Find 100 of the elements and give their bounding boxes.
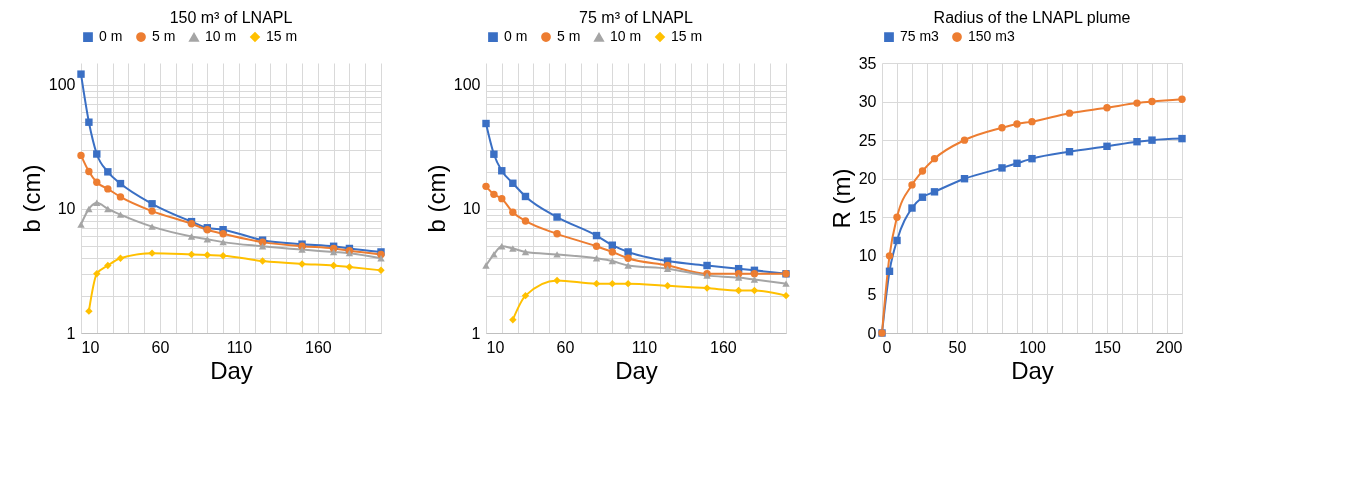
point — [509, 315, 517, 324]
point — [377, 266, 385, 275]
y-tick-label: 0 — [867, 324, 877, 342]
point — [85, 167, 93, 176]
y-tick-label: 10 — [462, 200, 481, 218]
chart-title: Radius of the LNAPL plume — [933, 9, 1131, 26]
point — [1178, 95, 1186, 103]
point — [203, 251, 212, 259]
legend-label: 15 m — [671, 28, 703, 45]
x-tick-label: 60 — [556, 338, 575, 356]
y-axis-title: b (cm) — [17, 164, 45, 233]
point — [1028, 154, 1036, 163]
point — [377, 255, 385, 262]
legend-label: 5 m — [152, 28, 176, 45]
point — [1148, 97, 1156, 106]
point — [930, 188, 939, 196]
point — [1065, 109, 1074, 117]
legend-label: 10 m — [205, 28, 237, 45]
point — [734, 286, 743, 295]
point — [148, 200, 156, 208]
point — [93, 178, 101, 186]
point — [893, 236, 901, 245]
x-tick-label: 160 — [304, 338, 332, 356]
point — [960, 136, 969, 144]
y-tick-label: 20 — [858, 170, 877, 188]
legend-label: 0 m — [99, 28, 123, 45]
y-tick-label: 15 — [858, 208, 877, 226]
point — [521, 248, 530, 256]
point — [592, 255, 601, 262]
point — [703, 261, 711, 270]
y-tick-label: 35 — [858, 54, 877, 72]
point — [1103, 142, 1111, 151]
legend-label: 5 m — [557, 28, 581, 45]
point — [77, 70, 85, 78]
point — [782, 280, 790, 287]
point — [482, 182, 490, 191]
point — [509, 245, 517, 252]
point — [1013, 159, 1021, 167]
legend-label: 10 m — [610, 28, 642, 45]
point — [908, 181, 916, 189]
y-tick-label: 25 — [858, 131, 877, 149]
x-tick-label: 10 — [486, 338, 505, 356]
y-tick-label: 30 — [858, 93, 877, 111]
point — [1148, 136, 1156, 144]
point — [329, 248, 338, 256]
point — [1013, 120, 1021, 128]
point — [77, 151, 85, 160]
point — [663, 265, 672, 272]
point — [624, 254, 632, 262]
x-tick-label: 100 — [1019, 338, 1046, 356]
point — [782, 291, 790, 300]
point — [104, 185, 112, 193]
x-axis-title: Day — [615, 356, 658, 384]
y-tick-label: 1 — [66, 324, 76, 342]
point — [85, 205, 93, 213]
x-tick-label: 150 — [1094, 338, 1121, 356]
point — [104, 205, 112, 213]
point — [345, 263, 354, 271]
point — [592, 279, 601, 288]
point — [1178, 134, 1186, 143]
point — [624, 262, 632, 269]
point — [498, 194, 506, 203]
point — [893, 213, 901, 221]
point — [509, 179, 517, 187]
point — [521, 291, 530, 300]
point — [77, 221, 85, 228]
point — [298, 246, 306, 253]
point — [482, 119, 490, 128]
point — [104, 168, 112, 176]
x-tick-label: 200 — [1155, 338, 1183, 356]
legend-label: 15 m — [266, 28, 298, 45]
x-tick-label: 50 — [948, 338, 967, 356]
point — [553, 251, 561, 258]
point — [187, 233, 196, 240]
legend-label: 75 m3 — [900, 28, 940, 45]
point — [608, 257, 617, 265]
point — [1028, 117, 1036, 126]
point — [908, 204, 916, 212]
point — [553, 213, 561, 221]
legend-label: 0 m — [504, 28, 528, 45]
point — [608, 248, 617, 256]
point — [608, 279, 617, 288]
point — [116, 193, 125, 201]
legend-label: 150 m3 — [968, 28, 1015, 45]
x-tick-label: 0 — [882, 338, 892, 356]
point — [1103, 104, 1111, 112]
point — [553, 230, 561, 238]
point — [750, 270, 759, 278]
x-tick-label: 110 — [226, 338, 253, 356]
point — [509, 208, 517, 216]
point — [490, 251, 498, 258]
point — [148, 223, 156, 230]
x-tick-label: 10 — [81, 338, 100, 356]
point — [998, 124, 1006, 132]
x-axis-title: Day — [210, 356, 253, 384]
point — [490, 150, 498, 158]
point — [885, 252, 894, 260]
point — [85, 118, 93, 126]
point — [93, 199, 101, 207]
point — [490, 190, 498, 199]
